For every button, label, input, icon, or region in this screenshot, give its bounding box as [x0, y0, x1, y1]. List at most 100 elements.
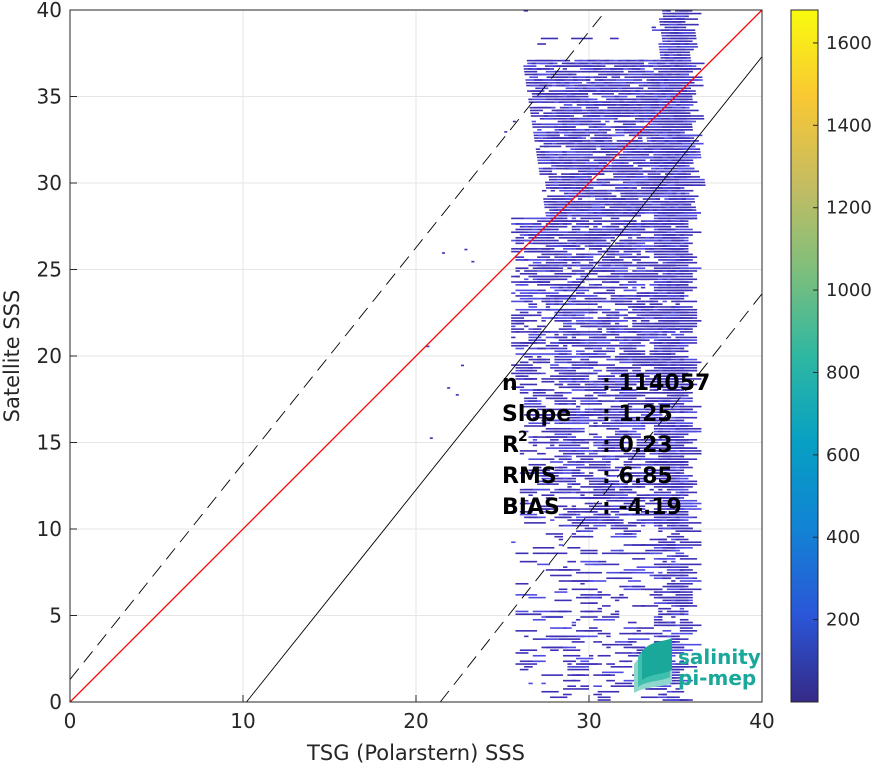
density-cell [639, 87, 644, 90]
density-cell [545, 292, 559, 294]
density-cell [563, 236, 581, 239]
density-cell [544, 93, 563, 95]
density-cell [681, 137, 695, 139]
density-cell [567, 328, 577, 330]
density-cell [528, 333, 546, 336]
density-cell [683, 95, 693, 98]
density-cell [524, 372, 542, 375]
density-cell [667, 48, 673, 51]
density-cell [649, 688, 667, 690]
density-cell [558, 369, 568, 372]
density-cell [550, 217, 564, 220]
density-cell [580, 439, 602, 441]
density-cell [550, 491, 572, 494]
density-cell [632, 320, 637, 322]
density-cell [675, 270, 680, 272]
density-cell [671, 596, 693, 599]
density-cell [678, 34, 697, 37]
density-cell [576, 618, 581, 621]
density-cell [524, 397, 538, 400]
density-cell [674, 62, 688, 65]
y-tick-label: 25 [37, 258, 62, 282]
density-cell [597, 350, 602, 353]
density-cell [636, 300, 646, 303]
density-cell [621, 198, 626, 200]
density-cell [541, 380, 555, 383]
density-cell [519, 292, 533, 294]
density-cell [537, 469, 551, 472]
density-cell [666, 292, 672, 294]
density-cell [581, 76, 586, 79]
density-cell [667, 192, 690, 195]
density-cell [560, 112, 578, 115]
density-cell [658, 303, 663, 306]
density-cell [539, 173, 553, 175]
density-cell [622, 65, 628, 67]
density-cell [563, 635, 585, 638]
density-cell [614, 494, 628, 496]
density-cell [618, 178, 623, 181]
y-tick-label: 0 [49, 690, 62, 714]
density-cell [619, 571, 637, 574]
density-cell [519, 450, 538, 452]
density-cell [584, 394, 594, 397]
density-cell [584, 411, 598, 413]
density-cell [666, 10, 671, 12]
density-cell [649, 295, 654, 297]
density-cell [675, 394, 680, 397]
density-cell [671, 295, 685, 297]
density-cell [636, 477, 646, 480]
density-cell [656, 200, 661, 203]
density-cell [604, 87, 622, 90]
density-cell [640, 475, 646, 477]
density-cell [532, 261, 542, 264]
density-cell [679, 220, 689, 222]
density-cell [671, 416, 676, 419]
density-cell [666, 336, 672, 339]
density-cell [544, 117, 553, 120]
density-cell [558, 458, 572, 461]
density-cell [560, 200, 566, 203]
density-cell [519, 383, 538, 386]
density-cell [515, 270, 520, 272]
density-cell [447, 387, 451, 389]
density-cell [627, 248, 633, 250]
density-cell [614, 184, 637, 186]
density-cell [658, 403, 676, 405]
density-cell [589, 397, 594, 400]
density-cell [606, 101, 611, 103]
density-cell [563, 679, 581, 682]
density-cell [610, 549, 624, 552]
density-cell [571, 679, 577, 682]
density-cell [558, 328, 572, 330]
density-cell [632, 632, 650, 635]
density-cell [658, 292, 672, 294]
density-cell [528, 234, 533, 236]
density-cell [613, 90, 627, 92]
density-cell [596, 59, 601, 62]
density-cell [554, 433, 568, 436]
density-cell [675, 499, 698, 502]
density-cell [658, 416, 667, 419]
density-cell [682, 117, 705, 120]
density-cell [639, 59, 644, 62]
density-cell [671, 275, 680, 278]
density-cell [575, 156, 581, 159]
density-cell [567, 339, 581, 341]
density-cell [554, 469, 564, 472]
density-cell [662, 73, 668, 76]
density-cell [610, 511, 620, 513]
density-cell [593, 397, 598, 400]
density-cell [601, 419, 607, 422]
density-cell [640, 278, 659, 281]
density-cell [571, 281, 585, 283]
density-cell [558, 444, 581, 447]
density-cell [606, 414, 628, 416]
density-cell [649, 248, 659, 250]
density-cell [614, 297, 628, 300]
density-cell [661, 206, 666, 209]
density-cell [550, 225, 555, 228]
density-cell [606, 497, 628, 499]
density-cell [675, 261, 698, 264]
density-cell [684, 156, 698, 159]
